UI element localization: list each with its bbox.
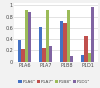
Bar [60, 21, 63, 62]
Bar [81, 55, 84, 62]
Bar [49, 46, 52, 62]
Bar [84, 36, 88, 62]
Bar [18, 40, 21, 62]
Bar [46, 10, 49, 62]
Bar [70, 56, 73, 62]
Bar [28, 12, 31, 62]
Bar [39, 27, 42, 62]
Bar [63, 23, 66, 62]
Bar [91, 7, 94, 62]
Bar [24, 10, 28, 62]
Bar [21, 49, 24, 62]
Bar [66, 10, 70, 62]
Bar [42, 48, 46, 62]
Bar [88, 53, 91, 62]
Legend: P1A6², P1A7², P1B8², P1D1²: P1A6², P1A7², P1B8², P1D1² [18, 79, 91, 84]
